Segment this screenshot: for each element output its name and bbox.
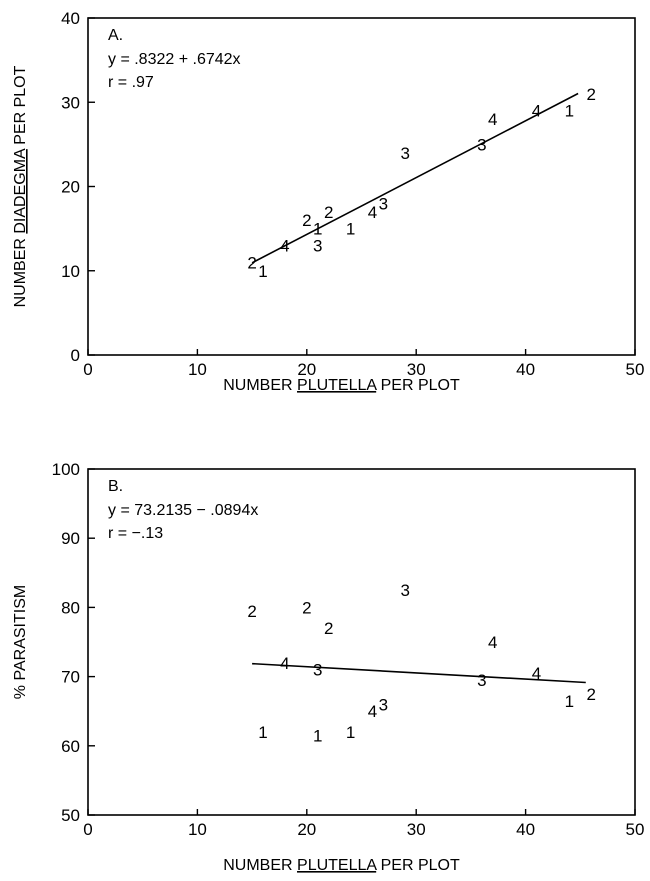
regression-line — [252, 662, 586, 684]
data-point-label: 2 — [302, 598, 311, 617]
y-tick-label: 0 — [71, 346, 80, 365]
data-point-label: 4 — [488, 110, 497, 129]
data-point-label: 3 — [401, 144, 410, 163]
data-point-label: 1 — [258, 262, 267, 281]
x-axis-title-part: PER PLOT — [376, 377, 460, 394]
y-axis-title-part: DIADEGMA — [12, 148, 29, 234]
data-point-label: 2 — [247, 602, 256, 621]
x-tick-label: 40 — [516, 360, 535, 379]
y-tick-label: 60 — [61, 737, 80, 756]
x-tick-label: 0 — [83, 360, 92, 379]
x-axis-title: NUMBER PLUTELLA PER PLOT — [223, 377, 460, 394]
panel-b: 0 10 20 30 40 50 50 60 70 80 90 100 NUMBER PLUTELLA … — [12, 460, 644, 874]
data-point-label: 1 — [565, 692, 574, 711]
y-tick-label: 20 — [61, 178, 80, 197]
x-tick-label: 50 — [626, 360, 645, 379]
x-tick-label: 30 — [407, 360, 426, 379]
x-axis-title-part: NUMBER — [223, 377, 297, 394]
y-tick-label: 70 — [61, 668, 80, 687]
y-axis-title-part: NUMBER — [12, 234, 29, 308]
regression-equation: y = 73.2135 − .0894x — [108, 502, 258, 519]
x-tick-label: 50 — [626, 820, 645, 839]
data-point-label: 1 — [346, 220, 355, 239]
x-tick-label: 10 — [188, 360, 207, 379]
panel-a: 0 10 20 30 40 50 0 10 20 30 40 NUMBER PLUTELLA PER … — [12, 9, 644, 394]
data-point-label: 4 — [532, 102, 541, 121]
plot-frame — [87, 17, 636, 356]
data-point-label: 1 — [258, 723, 267, 742]
correlation-coefficient: r = .97 — [108, 74, 154, 91]
data-point-label: 3 — [313, 236, 322, 255]
y-axis-title: % PARASITISM — [12, 585, 29, 699]
y-tick-label: 10 — [61, 262, 80, 281]
data-point-label: 2 — [302, 211, 311, 230]
correlation-coefficient: r = −.13 — [108, 525, 163, 542]
data-point-label: 4 — [488, 633, 497, 652]
x-tick-label: 20 — [297, 820, 316, 839]
y-axis-title-part: % PARASITISM — [12, 585, 29, 699]
data-point-label: 1 — [565, 102, 574, 121]
x-axis-title-part: PLUTELLA — [297, 857, 377, 874]
data-point-label: 3 — [401, 581, 410, 600]
data-point-label: 2 — [324, 203, 333, 222]
data-point-label: 3 — [379, 194, 388, 213]
y-tick-label: 100 — [52, 460, 80, 479]
y-tick-label: 30 — [61, 93, 80, 112]
data-point-label: 2 — [587, 685, 596, 704]
plot-frame — [87, 468, 636, 816]
x-tick-label: 40 — [516, 820, 535, 839]
x-axis-title-part: PER PLOT — [376, 857, 460, 874]
y-tick-label: 40 — [61, 9, 80, 28]
data-point-label: 2 — [587, 85, 596, 104]
data-point-label: 3 — [379, 695, 388, 714]
data-point-label: 2 — [324, 619, 333, 638]
panel-label: B. — [108, 478, 123, 495]
x-tick-label: 10 — [188, 820, 207, 839]
x-tick-label: 0 — [83, 820, 92, 839]
data-point-label: 3 — [313, 661, 322, 680]
x-axis-title: NUMBER PLUTELLA PER PLOT — [223, 857, 460, 874]
data-point-label: 4 — [368, 702, 377, 721]
x-tick-label: 20 — [297, 360, 316, 379]
y-tick-label: 50 — [61, 806, 80, 825]
data-point-label: 1 — [346, 723, 355, 742]
y-axis-title: NUMBER DIADEGMA PER PLOT — [12, 65, 29, 307]
y-tick-label: 90 — [61, 529, 80, 548]
data-point-label: 4 — [532, 664, 541, 683]
data-point-label: 4 — [368, 203, 377, 222]
data-point-label: 1 — [313, 726, 322, 745]
data-point-label: 2 — [247, 253, 256, 272]
data-point-label: 3 — [477, 135, 486, 154]
data-point-label: 3 — [477, 671, 486, 690]
x-tick-label: 30 — [407, 820, 426, 839]
x-axis-title-part: PLUTELLA — [297, 377, 377, 394]
y-tick-label: 80 — [61, 598, 80, 617]
regression-equation: y = .8322 + .6742x — [108, 51, 241, 68]
y-axis-title-part: PER PLOT — [12, 65, 29, 149]
regression-line — [251, 92, 579, 264]
panel-label: A. — [108, 27, 123, 44]
data-point-label: 4 — [280, 654, 289, 673]
data-point-label: 4 — [280, 236, 289, 255]
x-axis-title-part: NUMBER — [223, 857, 297, 874]
data-point-label: 1 — [313, 220, 322, 239]
